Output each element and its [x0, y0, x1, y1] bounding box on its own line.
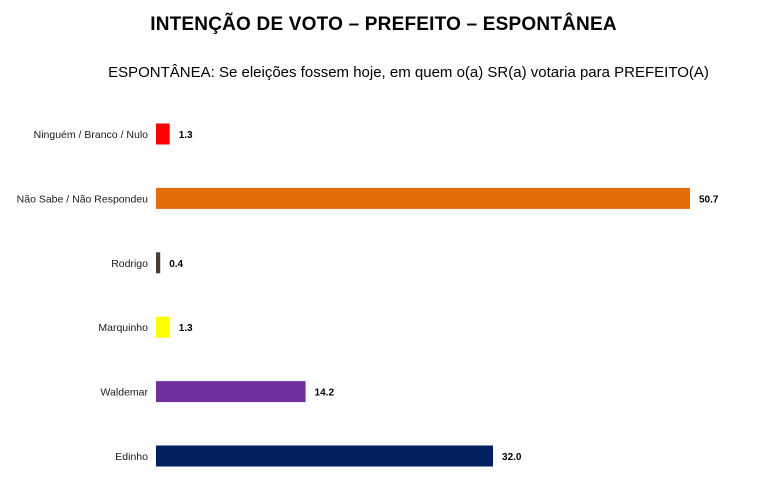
- category-label: Rodrigo: [111, 258, 148, 270]
- chart-title: INTENÇÃO DE VOTO – PREFEITO – ESPONTÂNEA: [150, 14, 617, 35]
- data-label: 50.7: [699, 194, 719, 205]
- bar: [156, 445, 494, 467]
- chart-subtitle: ESPONTÂNEA: Se eleições fossem hoje, em …: [108, 64, 709, 81]
- category-label: Waldemar: [101, 387, 149, 399]
- category-label: Ninguém / Branco / Nulo: [34, 129, 149, 141]
- bar: [156, 252, 161, 274]
- data-label: 14.2: [315, 388, 335, 399]
- data-label: 32.0: [502, 452, 522, 463]
- bar: [156, 187, 690, 209]
- category-label: Marquinho: [98, 322, 148, 334]
- bar: [156, 381, 306, 403]
- data-label: 1.3: [179, 323, 193, 334]
- category-label: Não Sabe / Não Respondeu: [17, 193, 149, 205]
- bar: [156, 316, 170, 338]
- bar: [156, 123, 170, 145]
- data-label: 0.4: [169, 259, 183, 270]
- data-label: 1.3: [179, 130, 193, 141]
- category-label: Edinho: [115, 451, 148, 463]
